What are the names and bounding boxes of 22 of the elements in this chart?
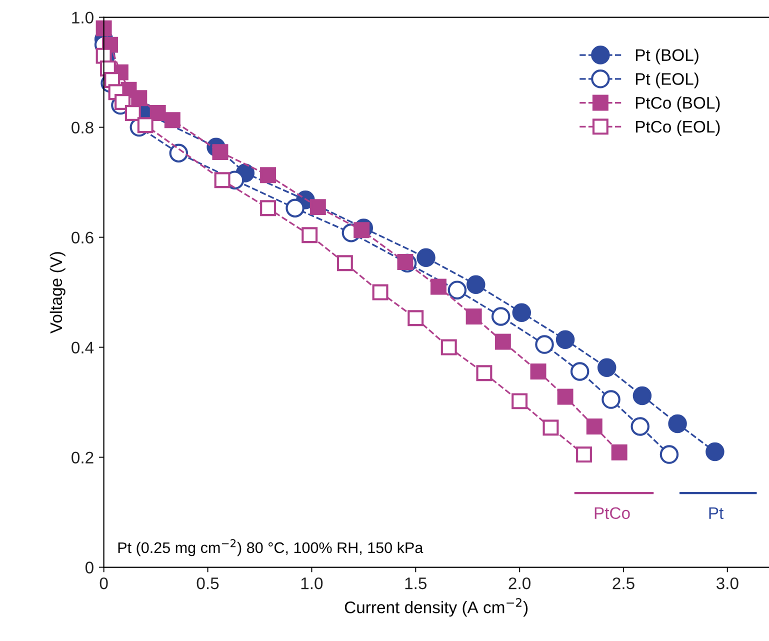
y-tick-label: 0.6: [72, 232, 94, 244]
y-tick-label: 0.4: [72, 342, 94, 354]
x-tick-label: 0.5: [196, 577, 219, 590]
annotation: Pt (0.25 mg cm$^{−2}$) 80 °C, 100% RH, 150 kPa: [118, 539, 424, 556]
x-tick-label: 0: [100, 577, 108, 590]
legend-label: Pt (EOL): [636, 72, 698, 88]
x-axis-title: Current density (A cm$^{−2}$): [344, 598, 528, 617]
legend-label: Pt (BOL): [636, 48, 698, 64]
y-tick-label: 0.8: [72, 122, 94, 134]
y-tick-label: 0: [85, 562, 94, 574]
x-tick-label: 2.0: [508, 577, 530, 590]
y-tick-label: 1.0: [72, 12, 94, 24]
x-tick-label: 3.0: [716, 577, 738, 590]
y-tick-label: 0.2: [72, 452, 94, 464]
annotation: PtCo: [594, 507, 630, 520]
legend-label: PtCo (EOL): [636, 120, 720, 136]
x-tick-label: 1.0: [301, 577, 323, 590]
annotation: Pt: [709, 507, 724, 519]
x-tick-label: 2.5: [612, 577, 634, 590]
legend-label: PtCo (BOL): [636, 96, 720, 112]
x-tick-label: 1.5: [405, 578, 427, 590]
y-axis-title: Voltage (V): [50, 252, 66, 334]
